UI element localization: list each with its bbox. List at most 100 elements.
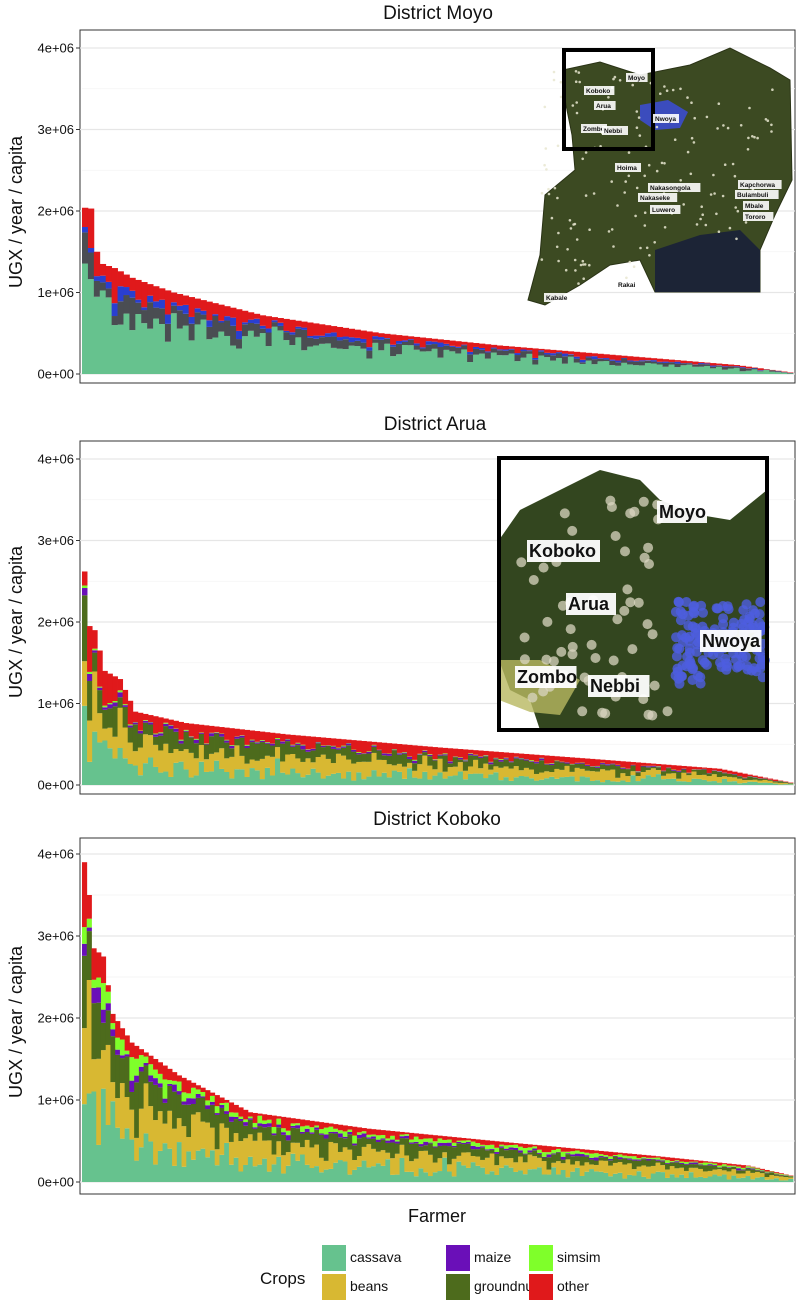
- zoom-point-nwoya: [748, 605, 759, 616]
- bar-segment-maize: [153, 1078, 159, 1085]
- bar-segment-other: [556, 350, 563, 353]
- bar-segment-cassava: [252, 1166, 258, 1182]
- bar-segment-beans: [564, 765, 570, 777]
- bar-segment-cassava: [727, 368, 735, 374]
- bar-segment-maize: [269, 743, 276, 746]
- map-label-text: Bulambuli: [737, 192, 769, 199]
- bar-segment-other: [622, 1153, 628, 1156]
- bar-segment-other: [172, 1072, 178, 1081]
- bar-segment-cassava: [253, 336, 261, 374]
- bar-segment-beans: [688, 1167, 694, 1173]
- bar-segment-maize: [115, 1049, 121, 1055]
- bar-segment-maize: [612, 1156, 619, 1157]
- bar-segment-groundnut: [561, 356, 569, 364]
- bar-segment-beans: [181, 1126, 187, 1167]
- bar-segment-beans: [467, 766, 474, 774]
- bar-segment-cassava: [609, 365, 616, 374]
- bar-segment-beans: [679, 1167, 685, 1175]
- bar-segment-maize: [209, 1101, 216, 1105]
- bar-segment-cassava: [503, 1165, 509, 1182]
- bar-segment-maize: [105, 281, 113, 289]
- map-label-text: Kabale: [546, 295, 568, 302]
- bar-segment-maize: [143, 1062, 149, 1066]
- bar-segment-other: [550, 349, 557, 354]
- bar-segment-cassava: [129, 330, 136, 374]
- bar-segment-cassava: [701, 779, 708, 785]
- bar-segment-cassava: [378, 350, 385, 374]
- zoom-point: [556, 646, 567, 657]
- bar-segment-groundnut: [707, 1165, 713, 1171]
- bar-segment-groundnut: [704, 364, 711, 366]
- map-point: [575, 101, 578, 104]
- bar-segment-groundnut: [461, 345, 468, 350]
- bar-segment-groundnut: [208, 736, 215, 754]
- map-point: [588, 228, 591, 231]
- bar-segment-groundnut: [706, 773, 713, 777]
- bar-segment-maize: [356, 1134, 363, 1139]
- bar-segment-maize: [200, 310, 207, 315]
- bar-segment-simsim: [442, 1139, 448, 1144]
- bar-segment-other: [574, 757, 581, 763]
- map-point: [627, 151, 631, 154]
- bar-segment-groundnut: [356, 754, 362, 762]
- bar-segment-other: [277, 318, 284, 323]
- bar-segment-cassava: [603, 361, 610, 374]
- bar-segment-cassava: [787, 373, 794, 374]
- bar-segment-cassava: [219, 768, 225, 785]
- bar-segment-groundnut: [87, 252, 95, 280]
- bar-segment-beans: [328, 1141, 334, 1169]
- bar-segment-other: [681, 765, 687, 769]
- bar-segment-maize: [537, 1152, 543, 1154]
- bar-segment-simsim: [91, 979, 97, 988]
- bar-segment-maize: [182, 304, 190, 314]
- map-point: [635, 110, 639, 113]
- bar-segment-groundnut: [219, 736, 225, 749]
- bar-segment-groundnut: [635, 772, 642, 777]
- bar-segment-simsim: [574, 1150, 581, 1154]
- bar-segment-maize: [200, 1096, 206, 1098]
- bar-segment-other: [259, 731, 266, 741]
- bar-segment-maize: [457, 757, 464, 760]
- bar-segment-beans: [518, 770, 525, 776]
- bar-segment-other: [254, 731, 261, 742]
- bar-segment-maize: [236, 330, 243, 340]
- bar-segment-cassava: [526, 353, 533, 374]
- bar-segment-other: [346, 739, 352, 744]
- bar-segment-cassava: [762, 782, 769, 785]
- bar-segment-groundnut: [726, 1167, 732, 1172]
- bar-segment-maize: [527, 1150, 533, 1153]
- bar-segment-groundnut: [206, 326, 213, 340]
- bar-segment-other: [193, 724, 200, 739]
- bar-segment-simsim: [518, 1146, 524, 1151]
- bar-segment-beans: [102, 728, 108, 741]
- bar-segment-beans: [310, 762, 317, 769]
- bar-segment-groundnut: [692, 364, 699, 367]
- bar-segment-maize: [346, 743, 352, 746]
- bar-segment-groundnut: [537, 1153, 543, 1158]
- bar-segment-maize: [123, 287, 130, 296]
- bar-segment-groundnut: [446, 1146, 453, 1165]
- bar-segment-other: [170, 292, 178, 303]
- bar-segment-other: [348, 328, 355, 338]
- bar-segment-groundnut: [502, 350, 510, 356]
- bar-segment-maize: [138, 1066, 145, 1072]
- bar-segment-beans: [737, 778, 743, 784]
- panel-koboko: District Koboko 0e+001e+062e+063e+064e+0…: [6, 809, 796, 1226]
- bar-segment-maize: [560, 1156, 566, 1160]
- map-point: [726, 126, 730, 130]
- bar-segment-other: [428, 1134, 434, 1139]
- bar-segment-other: [665, 1157, 671, 1161]
- bar-segment-groundnut: [638, 361, 646, 366]
- bar-segment-maize: [413, 343, 421, 346]
- bar-segment-groundnut: [228, 1121, 235, 1142]
- bar-segment-groundnut: [195, 1097, 201, 1113]
- bar-segment-groundnut: [496, 350, 504, 356]
- map-point: [716, 127, 719, 130]
- zoom-point: [610, 531, 621, 541]
- bar-segment-other: [457, 749, 464, 758]
- bar-segment-cassava: [733, 367, 741, 374]
- bar-segment-maize: [567, 354, 575, 355]
- bar-segment-groundnut: [181, 1104, 187, 1127]
- bar-segment-simsim: [356, 1132, 363, 1135]
- map-point: [637, 116, 641, 119]
